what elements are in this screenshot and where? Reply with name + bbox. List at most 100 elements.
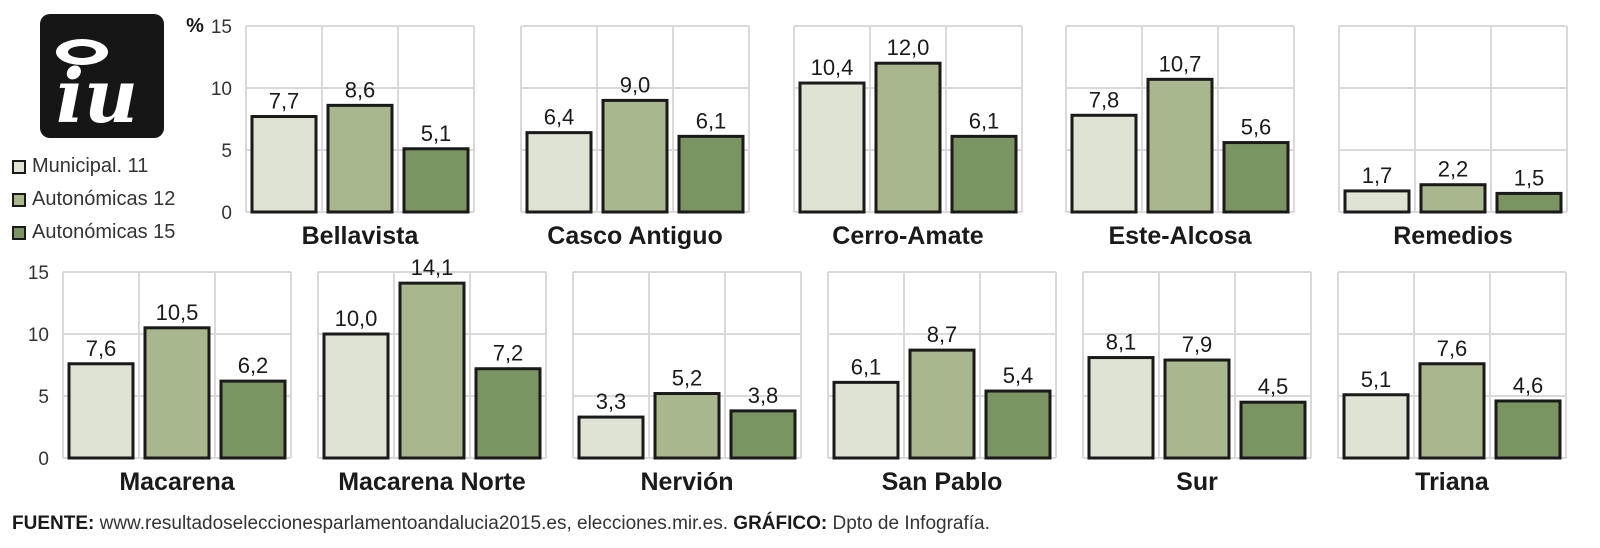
data-label: 1,5 — [1514, 165, 1545, 190]
bar — [677, 134, 745, 214]
bar — [653, 392, 721, 460]
logo: iu — [40, 14, 164, 140]
data-label: 5,2 — [672, 366, 703, 391]
data-label: 8,7 — [927, 322, 958, 347]
bar — [601, 98, 669, 214]
legend-swatch — [12, 159, 26, 174]
data-label: 1,7 — [1362, 163, 1393, 188]
legend-swatch — [12, 192, 26, 207]
category-label: Triana — [1415, 468, 1490, 496]
credit-text: Dpto de Infografía. — [827, 513, 990, 534]
logo-icon: iu — [56, 39, 138, 140]
data-label: 2,2 — [1438, 157, 1469, 182]
legend-label: Municipal. 11 — [32, 155, 149, 177]
data-label: 6,1 — [696, 108, 727, 133]
bar — [402, 147, 470, 214]
data-label: 4,5 — [1258, 374, 1289, 399]
data-label: 5,1 — [421, 121, 452, 146]
bar — [577, 415, 645, 460]
bar — [67, 362, 135, 460]
y-tick-label: 15 — [211, 17, 232, 38]
bar — [908, 348, 976, 460]
category-label: Sur — [1176, 468, 1218, 496]
data-label: 12,0 — [887, 35, 930, 60]
credit-label: GRÁFICO: — [733, 513, 828, 534]
data-label: 4,6 — [1513, 373, 1544, 398]
data-label: 10,7 — [1159, 51, 1202, 76]
legend-label: Autonómicas 15 — [32, 221, 176, 243]
legend: Municipal. 11 Autonómicas 12 Autonómicas… — [12, 150, 175, 249]
data-label: 14,1 — [411, 255, 454, 280]
data-label: 7,8 — [1089, 87, 1120, 112]
legend-item: Autonómicas 15 — [12, 216, 175, 249]
source-label: FUENTE: — [12, 513, 95, 534]
data-label: 10,4 — [811, 55, 854, 80]
data-label: 7,7 — [269, 89, 300, 114]
y-tick-label: 10 — [28, 325, 49, 346]
bar — [1070, 113, 1138, 214]
bar — [1087, 356, 1155, 460]
category-label: Casco Antiguo — [547, 222, 722, 250]
bar — [729, 409, 797, 460]
legend-item: Autonómicas 12 — [12, 183, 175, 216]
legend-label: Autonómicas 12 — [32, 188, 176, 210]
bar — [1163, 358, 1231, 460]
data-label: 6,2 — [238, 353, 269, 378]
source-footer: FUENTE: www.resultadoseleccionesparlamen… — [12, 513, 990, 535]
y-tick-label: 5 — [38, 387, 49, 408]
data-label: 10,5 — [156, 300, 199, 325]
category-label: Macarena Norte — [338, 468, 526, 496]
bar — [322, 332, 390, 460]
legend-item: Municipal. 11 — [12, 150, 175, 183]
category-label: Macarena — [119, 468, 235, 496]
data-label: 7,2 — [493, 341, 524, 366]
unit-label: % — [186, 15, 204, 37]
bar — [1342, 393, 1410, 460]
logo-text: iu — [56, 54, 138, 138]
data-label: 5,4 — [1003, 363, 1034, 388]
bar — [950, 134, 1018, 214]
bar — [219, 379, 287, 460]
bar — [143, 326, 211, 460]
y-tick-label: 15 — [28, 263, 49, 284]
data-label: 6,1 — [969, 108, 1000, 133]
bar — [398, 281, 466, 460]
bar — [832, 380, 900, 460]
bar — [984, 389, 1052, 460]
bar — [474, 367, 542, 460]
bar — [1494, 399, 1562, 460]
category-label: Remedios — [1393, 222, 1512, 250]
bar — [1222, 141, 1290, 214]
source-text: www.resultadoseleccionesparlamentoandalu… — [94, 513, 734, 534]
bar — [1419, 183, 1487, 214]
y-tick-label: 0 — [38, 449, 49, 470]
bar — [798, 81, 866, 214]
data-label: 9,0 — [620, 72, 651, 97]
data-label: 5,1 — [1361, 367, 1392, 392]
data-label: 3,3 — [596, 389, 627, 414]
legend-swatch — [12, 225, 26, 240]
data-label: 6,4 — [544, 105, 575, 130]
data-label: 8,6 — [345, 77, 376, 102]
y-tick-label: 0 — [221, 203, 232, 224]
category-label: Bellavista — [302, 222, 420, 250]
data-label: 6,1 — [851, 354, 882, 379]
data-label: 10,0 — [335, 306, 378, 331]
category-label: Este-Alcosa — [1108, 222, 1252, 250]
data-label: 5,6 — [1241, 115, 1272, 140]
data-label: 8,1 — [1106, 330, 1137, 355]
data-label: 7,6 — [1437, 336, 1468, 361]
y-tick-label: 5 — [221, 141, 232, 162]
bar — [874, 61, 942, 214]
bar — [1343, 189, 1411, 214]
category-label: San Pablo — [882, 468, 1003, 496]
bar — [1239, 400, 1307, 460]
bar — [1146, 77, 1214, 214]
category-label: Cerro-Amate — [832, 222, 984, 250]
bar — [1495, 191, 1563, 214]
data-label: 3,8 — [748, 383, 779, 408]
data-label: 7,6 — [86, 336, 117, 361]
y-tick-label: 10 — [211, 79, 232, 100]
bar — [250, 115, 318, 214]
